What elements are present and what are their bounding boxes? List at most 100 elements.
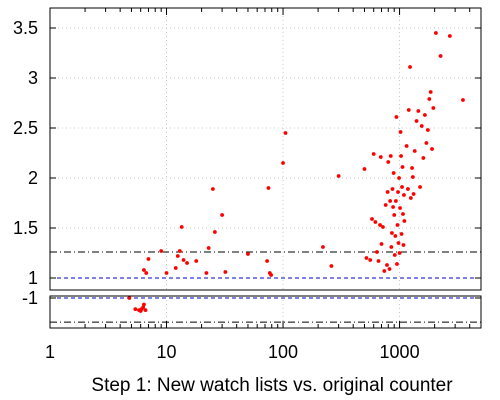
- data-point: [431, 106, 436, 110]
- data-point: [406, 108, 411, 112]
- data-point: [378, 223, 382, 227]
- data-point: [396, 241, 401, 245]
- data-point: [175, 254, 180, 258]
- plot-frames: [49, 7, 482, 329]
- data-point: [385, 263, 389, 267]
- data-point: [401, 212, 405, 216]
- data-point: [212, 230, 217, 234]
- data-point: [185, 261, 189, 265]
- data-point: [142, 268, 146, 272]
- data-point: [394, 115, 399, 119]
- data-point: [265, 259, 270, 263]
- data-point: [281, 161, 285, 165]
- data-points: [127, 31, 465, 313]
- axis-tick-labels: 11.522.533.5-11 10 100 1000: [13, 18, 420, 362]
- data-point: [395, 223, 400, 227]
- y-tick-label: 1: [28, 268, 38, 288]
- y-tick-label: 2.5: [13, 118, 38, 138]
- data-point: [387, 267, 392, 271]
- data-point: [283, 131, 288, 135]
- data-point: [400, 185, 404, 189]
- data-point: [378, 155, 383, 159]
- data-point: [424, 141, 429, 145]
- data-point: [396, 190, 400, 194]
- data-point: [386, 160, 391, 164]
- data-point: [397, 176, 401, 180]
- data-point: [206, 246, 211, 250]
- data-point: [223, 270, 228, 274]
- data-point: [393, 199, 398, 203]
- data-point: [402, 193, 406, 197]
- data-point: [430, 147, 434, 151]
- data-point: [428, 90, 433, 94]
- reference-lines: [50, 251, 481, 323]
- lower-plot-frame: [49, 295, 482, 329]
- data-point: [127, 296, 132, 300]
- data-point: [371, 152, 376, 156]
- data-point: [144, 271, 149, 275]
- data-point: [375, 250, 379, 254]
- y-tick-label: 2: [28, 168, 38, 188]
- lower-panel-gridlines: [166, 296, 401, 328]
- data-point: [388, 154, 393, 158]
- data-point: [392, 213, 397, 217]
- data-point: [410, 175, 415, 179]
- data-point: [423, 113, 427, 117]
- x-tick-label: 10: [157, 342, 177, 362]
- data-point: [385, 190, 390, 194]
- data-point: [370, 217, 374, 221]
- data-point: [438, 54, 443, 58]
- x-axis-label: Step 1: New watch lists vs. original cou…: [91, 375, 453, 396]
- x-tick-label: 100: [268, 342, 298, 362]
- data-point: [210, 187, 215, 191]
- data-point: [179, 225, 184, 229]
- data-point: [194, 259, 199, 263]
- data-point: [391, 171, 396, 175]
- data-point: [447, 34, 452, 38]
- data-point: [368, 258, 373, 262]
- data-point: [411, 192, 416, 196]
- data-point: [427, 97, 432, 101]
- data-point: [392, 253, 397, 257]
- data-point: [425, 128, 430, 132]
- data-point: [414, 119, 419, 123]
- y-tick-label: 1.5: [13, 218, 38, 238]
- data-point: [173, 266, 178, 270]
- data-point: [421, 156, 426, 160]
- data-point: [133, 307, 138, 312]
- data-point: [364, 256, 369, 260]
- x-tick-label: 1: [45, 342, 55, 362]
- data-point: [388, 199, 393, 203]
- data-point: [246, 252, 250, 256]
- data-point: [269, 273, 274, 277]
- data-point: [402, 219, 407, 223]
- data-point: [391, 205, 395, 209]
- data-point: [399, 232, 404, 236]
- data-point: [143, 308, 148, 312]
- data-point: [390, 187, 395, 191]
- data-point: [362, 167, 367, 171]
- y-tick-label: 3: [28, 68, 38, 88]
- data-point: [204, 271, 209, 275]
- data-point: [142, 302, 146, 307]
- data-point: [410, 166, 414, 170]
- data-point: [373, 220, 378, 224]
- data-point: [266, 186, 271, 190]
- data-point: [146, 257, 151, 261]
- data-point: [381, 225, 385, 229]
- data-point: [398, 130, 403, 134]
- data-point: [399, 154, 403, 158]
- data-point: [336, 174, 341, 178]
- y-tick-label: -1: [22, 288, 38, 308]
- data-point: [164, 271, 169, 275]
- data-point: [379, 242, 384, 246]
- data-point: [159, 249, 164, 253]
- data-point: [433, 31, 438, 35]
- upper-plot-frame: [49, 7, 482, 291]
- data-point: [398, 206, 402, 210]
- data-point: [418, 185, 422, 189]
- data-point: [177, 249, 182, 253]
- data-point: [220, 213, 225, 217]
- data-point: [416, 109, 421, 113]
- y-tick-label: 3.5: [13, 18, 38, 38]
